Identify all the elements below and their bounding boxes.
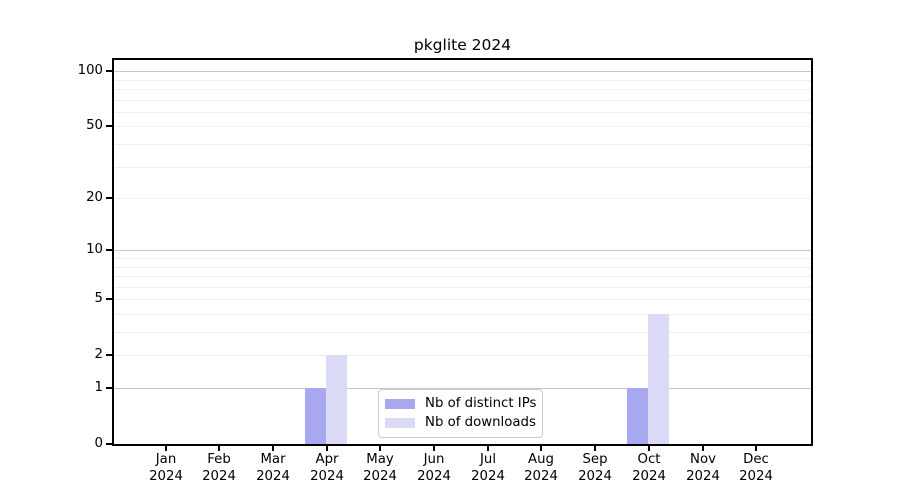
x-tick-label-mar-2024: Mar 2024 [256,452,290,484]
y-tick-5 [106,298,112,300]
x-tick-label-aug-2024: Aug 2024 [524,452,558,484]
bar-nb-of-distinct-ips-apr-2024 [304,388,326,444]
y-tick-label-100: 100 [77,63,103,78]
y-tick-1 [106,387,112,389]
gridline-minor-6 [114,287,811,288]
gridline-minor-50 [114,126,811,127]
x-tick-nov-2024 [702,446,704,451]
x-tick-label-oct-2024: Oct 2024 [632,452,666,484]
x-tick-label-apr-2024: Apr 2024 [310,452,344,484]
y-tick-label-0: 0 [94,436,103,451]
y-tick-label-5: 5 [94,291,103,306]
x-tick-may-2024 [379,446,381,451]
gridline-minor-90 [114,80,811,81]
plot-area: Nb of distinct IPs Nb of downloads [112,58,813,446]
gridline-minor-40 [114,144,811,145]
legend-label-downloads: Nb of downloads [425,415,536,430]
legend-swatch-downloads [385,418,415,428]
y-tick-100 [106,70,112,72]
y-tick-label-50: 50 [86,118,103,133]
legend: Nb of distinct IPs Nb of downloads [378,389,543,438]
legend-item-distinct-ips: Nb of distinct IPs [385,397,538,411]
gridline-minor-4 [114,314,811,315]
x-tick-sep-2024 [594,446,596,451]
gridline-major-1 [114,388,811,389]
x-tick-jul-2024 [487,446,489,451]
x-tick-label-sep-2024: Sep 2024 [578,452,612,484]
x-tick-label-may-2024: May 2024 [363,452,397,484]
legend-item-downloads: Nb of downloads [385,416,538,430]
bar-nb-of-distinct-ips-oct-2024 [626,388,648,444]
y-tick-10 [106,249,112,251]
gridline-major-100 [114,71,811,72]
gridline-minor-30 [114,167,811,168]
x-tick-label-nov-2024: Nov 2024 [686,452,720,484]
y-tick-2 [106,354,112,356]
gridline-minor-60 [114,112,811,113]
y-tick-20 [106,197,112,199]
legend-swatch-distinct-ips [385,399,415,409]
y-tick-label-20: 20 [86,190,103,205]
x-tick-mar-2024 [272,446,274,451]
y-tick-label-2: 2 [94,347,103,362]
gridline-minor-5 [114,299,811,300]
x-tick-jun-2024 [433,446,435,451]
bar-nb-of-downloads-apr-2024 [325,355,347,444]
gridline-minor-9 [114,258,811,259]
legend-label-distinct-ips: Nb of distinct IPs [425,396,537,411]
gridline-major-10 [114,250,811,251]
gridline-minor-2 [114,355,811,356]
y-tick-label-10: 10 [86,242,103,257]
y-tick-label-1: 1 [94,380,103,395]
x-tick-oct-2024 [648,446,650,451]
x-tick-apr-2024 [326,446,328,451]
x-tick-aug-2024 [540,446,542,451]
gridline-minor-3 [114,332,811,333]
y-tick-0 [106,443,112,445]
chart-title: pkglite 2024 [413,36,512,54]
x-tick-dec-2024 [755,446,757,451]
x-tick-label-jan-2024: Jan 2024 [149,452,183,484]
bar-nb-of-downloads-oct-2024 [647,314,669,444]
x-tick-label-dec-2024: Dec 2024 [739,452,773,484]
gridline-minor-70 [114,100,811,101]
x-tick-feb-2024 [218,446,220,451]
gridline-minor-7 [114,276,811,277]
x-tick-label-jun-2024: Jun 2024 [417,452,451,484]
y-tick-50 [106,125,112,127]
x-tick-jan-2024 [165,446,167,451]
gridline-minor-8 [114,267,811,268]
x-tick-label-jul-2024: Jul 2024 [471,452,505,484]
x-tick-label-feb-2024: Feb 2024 [202,452,236,484]
gridline-minor-80 [114,89,811,90]
gridline-minor-20 [114,198,811,199]
